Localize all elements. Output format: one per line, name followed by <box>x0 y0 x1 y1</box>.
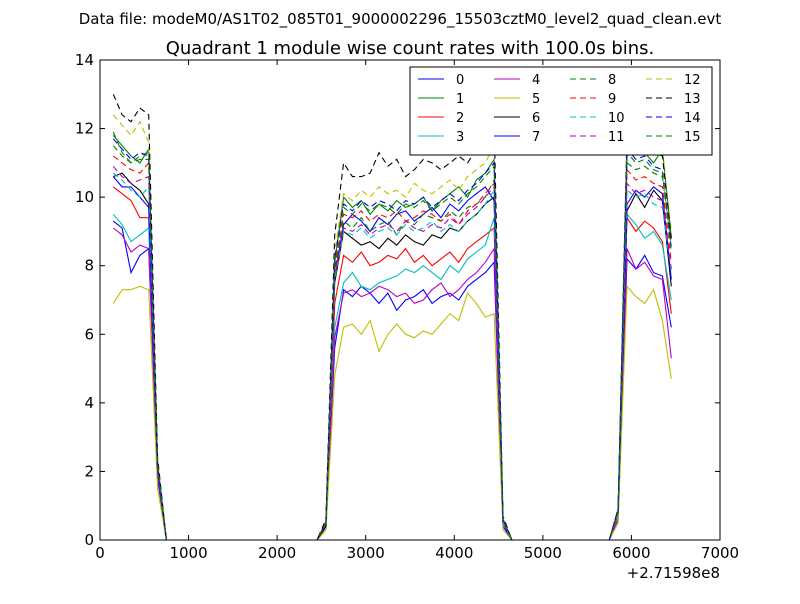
legend-label-0: 0 <box>456 73 464 88</box>
legend-label-12: 12 <box>684 73 701 88</box>
legend-label-15: 15 <box>684 130 701 145</box>
legend-label-6: 6 <box>532 111 540 126</box>
legend-label-14: 14 <box>684 111 701 126</box>
y-tick-label: 14 <box>75 51 94 69</box>
x-tick-label: 7000 <box>701 544 739 562</box>
legend-box <box>409 66 713 156</box>
x-tick-label: 2000 <box>258 544 296 562</box>
y-tick-label: 6 <box>84 325 94 343</box>
legend-label-3: 3 <box>456 130 464 145</box>
legend-label-2: 2 <box>456 111 464 126</box>
axes-frame <box>99 59 721 541</box>
legend-label-5: 5 <box>532 92 540 107</box>
x-tick-label: 6000 <box>612 544 650 562</box>
y-tick-label: 12 <box>75 120 94 138</box>
x-tick-label: 4000 <box>435 544 473 562</box>
y-tick-label: 2 <box>84 462 94 480</box>
x-tick-label: 5000 <box>524 544 562 562</box>
legend-label-4: 4 <box>532 73 540 88</box>
x-tick-label: 3000 <box>347 544 385 562</box>
series-line-10 <box>112 172 672 541</box>
legend-label-10: 10 <box>608 111 625 126</box>
x-axis-offset-label: +2.71598e8 <box>627 564 720 582</box>
legend-label-1: 1 <box>456 92 464 107</box>
legend-label-9: 9 <box>608 92 616 107</box>
legend-label-7: 7 <box>532 130 540 145</box>
legend-label-13: 13 <box>684 92 701 107</box>
x-tick-label: 0 <box>95 544 105 562</box>
y-tick-label: 8 <box>84 257 94 275</box>
y-tick-label: 0 <box>84 531 94 549</box>
legend-label-11: 11 <box>608 130 625 145</box>
y-tick-label: 4 <box>84 394 94 412</box>
legend-label-8: 8 <box>608 73 616 88</box>
y-tick-label: 10 <box>75 188 94 206</box>
chart-title: Quadrant 1 module wise count rates with … <box>166 38 655 59</box>
suptitle: Data file: modeM0/AS1T02_085T01_90000022… <box>79 10 722 29</box>
x-tick-label: 1000 <box>169 544 207 562</box>
